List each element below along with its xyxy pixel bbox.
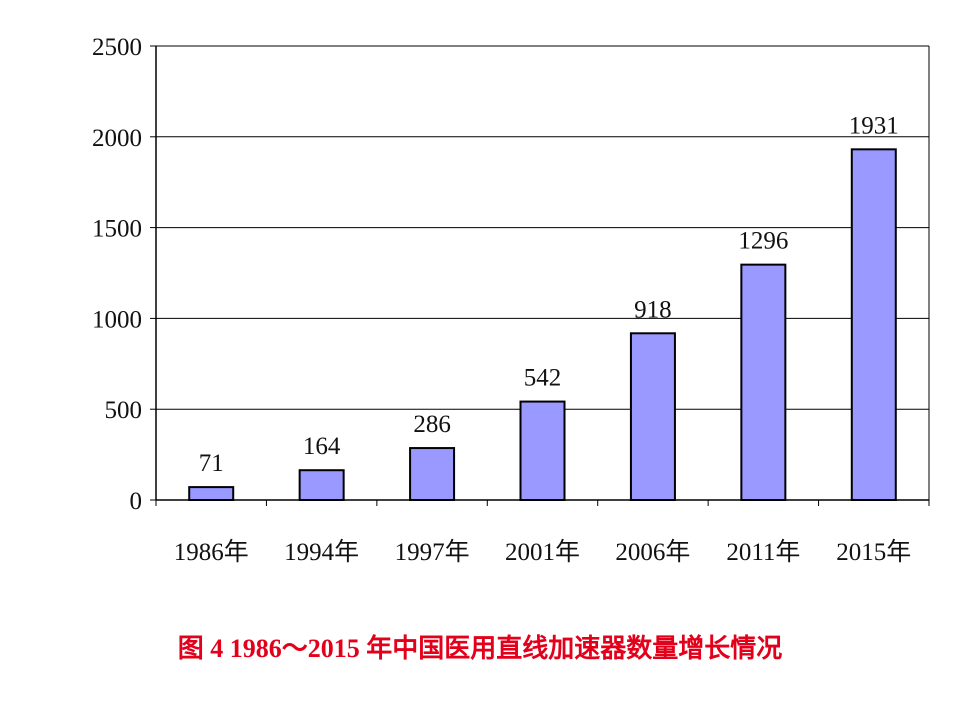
bar [409, 447, 456, 502]
chart-area: 0 500 1000 1500 2000 2500 71 1986年 164 1994年 286 19… [92, 34, 930, 566]
bar-chart: 0 500 1000 1500 2000 2500 71 1986年 164 1994年 286 19… [92, 34, 930, 566]
x-tick-label: 2001年 [505, 538, 580, 566]
data-label: 1296 [738, 228, 788, 255]
gridlines [156, 45, 929, 410]
figure-caption: 图 4 1986～2015 年中国医用直线加速器数量增长情况 [177, 634, 783, 663]
labels: 0 500 1000 1500 2000 2500 71 1986年 164 1994年 286 19… [92, 34, 911, 566]
bars [188, 148, 897, 502]
x-tick-label: 1994年 [284, 538, 359, 566]
bar [519, 400, 566, 502]
y-tick-label: 500 [105, 397, 143, 424]
data-label: 286 [413, 411, 451, 438]
bar [740, 263, 787, 501]
data-label: 918 [634, 296, 672, 323]
bar [850, 148, 897, 501]
x-tick-label: 1997年 [395, 538, 470, 566]
y-tick-label: 2500 [92, 34, 142, 61]
y-tick-label: 0 [130, 488, 143, 515]
axes [150, 45, 930, 506]
x-tick-label: 1986年 [174, 538, 249, 566]
bar [188, 486, 235, 502]
data-label: 542 [524, 365, 562, 392]
x-tick-label: 2006年 [615, 538, 690, 566]
y-tick-label: 1000 [92, 306, 142, 333]
x-tick-label: 2011年 [726, 538, 800, 566]
data-label: 1931 [849, 112, 899, 139]
x-tick-label: 2015年 [836, 538, 911, 566]
data-label: 71 [199, 450, 224, 477]
bar [298, 469, 345, 501]
bar [629, 332, 676, 501]
data-label: 164 [303, 433, 341, 460]
y-tick-label: 2000 [92, 125, 142, 152]
y-tick-label: 1500 [92, 216, 142, 243]
